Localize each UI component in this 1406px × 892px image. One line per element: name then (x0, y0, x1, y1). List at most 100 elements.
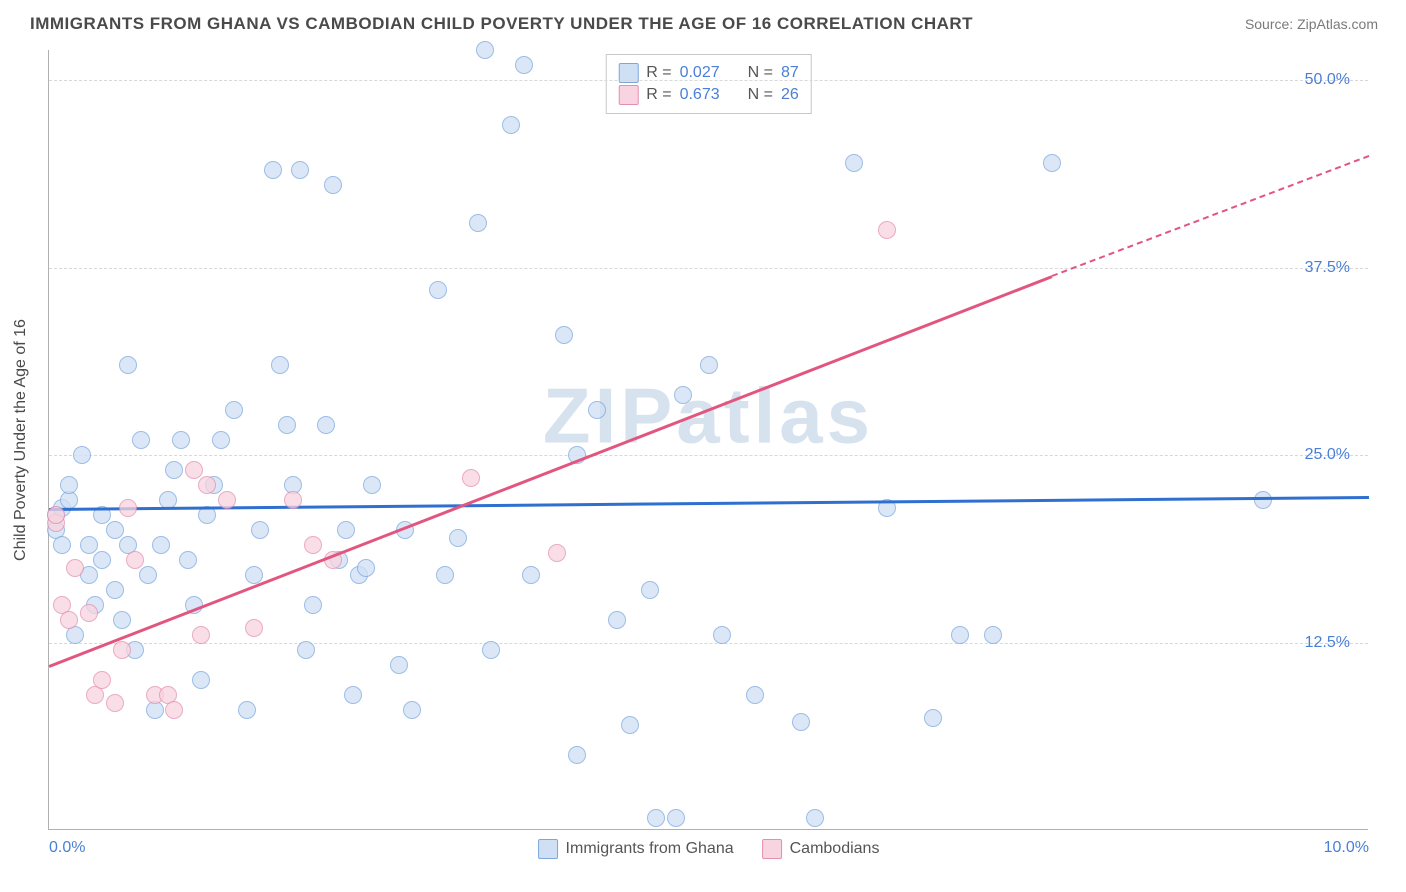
data-point (179, 551, 197, 569)
data-point (106, 521, 124, 539)
gridline (49, 643, 1368, 644)
data-point (482, 641, 500, 659)
data-point (476, 41, 494, 59)
data-point (324, 176, 342, 194)
data-point (192, 626, 210, 644)
y-tick-label: 25.0% (1305, 446, 1350, 464)
data-point (126, 551, 144, 569)
data-point (245, 619, 263, 637)
data-point (119, 499, 137, 517)
data-point (60, 611, 78, 629)
legend-swatch (618, 85, 638, 105)
data-point (119, 356, 137, 374)
y-axis-label: Child Poverty Under the Age of 16 (12, 319, 30, 561)
data-point (436, 566, 454, 584)
data-point (165, 701, 183, 719)
data-point (588, 401, 606, 419)
data-point (212, 431, 230, 449)
data-point (113, 611, 131, 629)
data-point (317, 416, 335, 434)
data-point (106, 694, 124, 712)
data-point (984, 626, 1002, 644)
y-tick-label: 12.5% (1305, 634, 1350, 652)
data-point (713, 626, 731, 644)
legend-swatch (538, 839, 558, 859)
data-point (403, 701, 421, 719)
data-point (284, 491, 302, 509)
data-point (746, 686, 764, 704)
data-point (47, 506, 65, 524)
data-point (363, 476, 381, 494)
plot-area: Child Poverty Under the Age of 16 ZIPatl… (48, 50, 1368, 830)
data-point (73, 446, 91, 464)
gridline (49, 455, 1368, 456)
data-point (238, 701, 256, 719)
data-point (568, 746, 586, 764)
data-point (271, 356, 289, 374)
data-point (806, 809, 824, 827)
data-point (251, 521, 269, 539)
data-point (53, 536, 71, 554)
data-point (192, 671, 210, 689)
data-point (1043, 154, 1061, 172)
data-point (198, 476, 216, 494)
n-value: 26 (781, 86, 799, 104)
x-tick-label: 10.0% (1324, 839, 1369, 857)
data-point (924, 709, 942, 727)
data-point (608, 611, 626, 629)
data-point (337, 521, 355, 539)
data-point (93, 671, 111, 689)
data-point (845, 154, 863, 172)
data-point (357, 559, 375, 577)
data-point (304, 596, 322, 614)
gridline (49, 80, 1368, 81)
data-point (264, 161, 282, 179)
data-point (297, 641, 315, 659)
data-point (548, 544, 566, 562)
data-point (502, 116, 520, 134)
data-point (80, 604, 98, 622)
legend-item: Immigrants from Ghana (538, 839, 734, 859)
data-point (700, 356, 718, 374)
gridline (49, 268, 1368, 269)
data-point (172, 431, 190, 449)
data-point (390, 656, 408, 674)
data-point (132, 431, 150, 449)
data-point (291, 161, 309, 179)
legend-row: R = 0.673 N = 26 (618, 85, 799, 105)
y-tick-label: 50.0% (1305, 71, 1350, 89)
data-point (278, 416, 296, 434)
data-point (113, 641, 131, 659)
data-point (641, 581, 659, 599)
chart-title: IMMIGRANTS FROM GHANA VS CAMBODIAN CHILD… (30, 14, 973, 34)
data-point (80, 536, 98, 554)
legend-label: Cambodians (790, 840, 880, 858)
data-point (152, 536, 170, 554)
data-point (304, 536, 322, 554)
correlation-legend: R =0.027N =87R =0.673N =26 (605, 54, 812, 114)
data-point (792, 713, 810, 731)
data-point (93, 551, 111, 569)
series-legend: Immigrants from Ghana Cambodians (538, 839, 880, 859)
data-point (139, 566, 157, 584)
data-point (647, 809, 665, 827)
x-tick-label: 0.0% (49, 839, 85, 857)
legend-item: Cambodians (762, 839, 880, 859)
data-point (449, 529, 467, 547)
data-point (469, 214, 487, 232)
data-point (106, 581, 124, 599)
r-label: R = (646, 86, 671, 104)
data-point (462, 469, 480, 487)
data-point (667, 809, 685, 827)
y-tick-label: 37.5% (1305, 259, 1350, 277)
source-prefix: Source: (1245, 16, 1297, 32)
data-point (225, 401, 243, 419)
data-point (66, 559, 84, 577)
trend-line (49, 496, 1369, 510)
r-value: 0.673 (680, 86, 720, 104)
data-point (674, 386, 692, 404)
source-label: Source: ZipAtlas.com (1245, 16, 1378, 32)
n-label: N = (748, 86, 773, 104)
data-point (165, 461, 183, 479)
data-point (245, 566, 263, 584)
